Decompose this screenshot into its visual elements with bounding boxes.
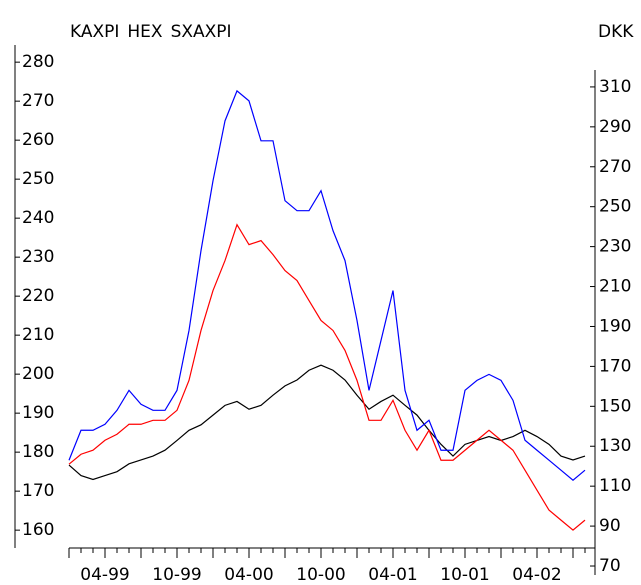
legend-entry: KAXPI <box>70 22 119 42</box>
y2-tick-label: 150 <box>599 396 631 416</box>
y2-tick-label: 90 <box>599 516 621 536</box>
y-tick-label: 240 <box>22 208 54 228</box>
y-tick-label: 230 <box>22 247 54 267</box>
y2-tick-label: 290 <box>599 117 631 137</box>
y-tick-label: 180 <box>22 442 54 462</box>
series-line <box>68 223 586 531</box>
y2-tick-label: 70 <box>599 556 621 576</box>
y-tick-label: 220 <box>22 286 54 306</box>
x-tick-label: 04-01 <box>368 565 417 585</box>
legend-entry: HEX <box>127 22 163 42</box>
y2-tick-label: 210 <box>599 277 631 297</box>
series-line <box>68 89 586 481</box>
x-tick-label: 10-99 <box>152 565 201 585</box>
x-tick-label: 10-01 <box>440 565 489 585</box>
y-tick-label: 280 <box>22 52 54 72</box>
legend-entry: SXAXPI <box>171 22 232 42</box>
y2-tick-label: 270 <box>599 157 631 177</box>
series-line <box>68 364 586 481</box>
y2-tick-label: 130 <box>599 436 631 456</box>
y2-tick-label: 230 <box>599 237 631 257</box>
y-tick-label: 260 <box>22 130 54 150</box>
y-tick-label: 190 <box>22 403 54 423</box>
y-tick-label: 270 <box>22 91 54 111</box>
x-tick-label: 10-00 <box>296 565 345 585</box>
y2-axis-label: DKK <box>598 22 634 42</box>
y2-tick-label: 110 <box>599 476 631 496</box>
y-tick-label: 210 <box>22 325 54 345</box>
x-tick-label: 04-99 <box>80 565 129 585</box>
x-tick-label: 04-02 <box>512 565 561 585</box>
y-tick-label: 200 <box>22 364 54 384</box>
y-tick-label: 250 <box>22 169 54 189</box>
y-tick-label: 170 <box>22 481 54 501</box>
y2-tick-label: 310 <box>599 77 631 97</box>
y-tick-label: 160 <box>22 520 54 540</box>
y2-tick-label: 170 <box>599 356 631 376</box>
y2-tick-label: 190 <box>599 316 631 336</box>
y2-tick-label: 250 <box>599 197 631 217</box>
x-tick-label: 04-00 <box>224 565 273 585</box>
